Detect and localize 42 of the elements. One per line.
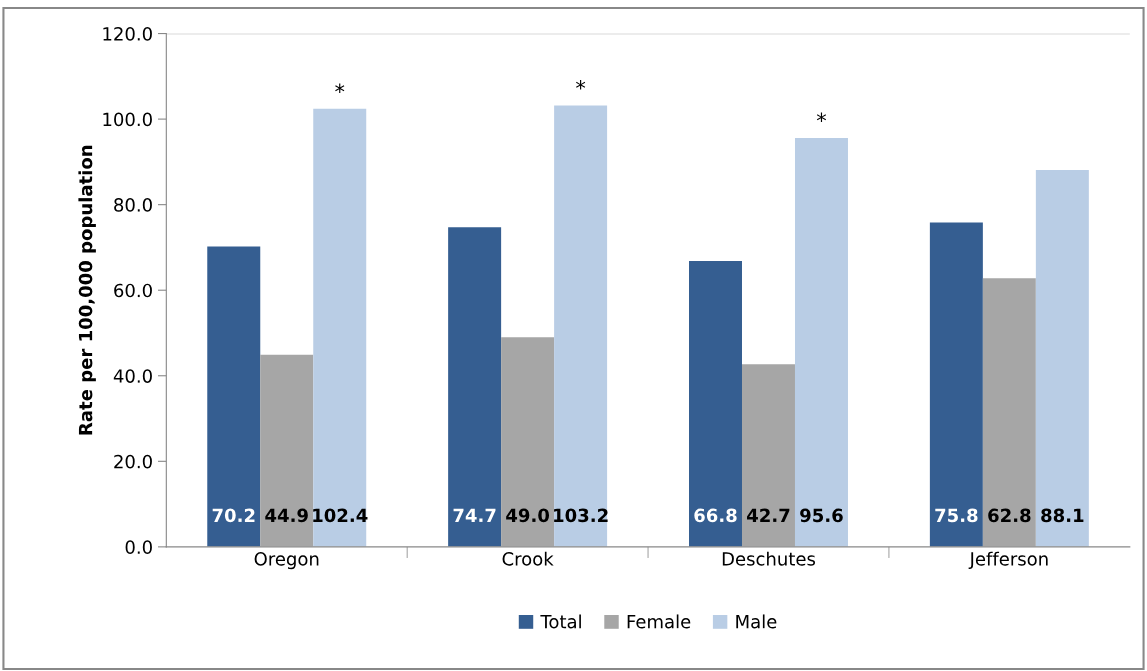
text: 66.8 xyxy=(694,508,737,523)
text: 75.8 xyxy=(935,508,978,523)
legend-label: Total xyxy=(540,614,581,629)
bar xyxy=(929,222,983,547)
y-tick-label: 80.0 xyxy=(114,198,152,212)
annotation: * xyxy=(816,112,827,123)
bar xyxy=(689,261,742,547)
y-tick-label: 100.0 xyxy=(103,112,152,127)
text: 62.8 xyxy=(988,508,1031,523)
text: 42.7 xyxy=(747,508,790,522)
x-tick-label: Deschutes xyxy=(722,551,816,566)
y-tick-label: 40.0 xyxy=(113,369,152,383)
text: 74.7 xyxy=(453,508,496,522)
text: 49.0 xyxy=(506,508,550,523)
bar xyxy=(448,227,502,547)
y-tick-label: 0.0 xyxy=(125,540,152,554)
legend-label: Male xyxy=(736,614,777,629)
bar xyxy=(501,337,555,547)
text: 70.2 xyxy=(212,508,255,523)
text: 102.4 xyxy=(313,508,368,523)
bar xyxy=(1035,170,1089,547)
bar xyxy=(741,364,795,547)
text: 44.9 xyxy=(265,508,308,523)
bar xyxy=(554,105,608,547)
y-axis-title: Rate per 100,000 population xyxy=(78,145,96,435)
text: 95.6 xyxy=(800,508,843,523)
bar xyxy=(207,246,261,547)
x-tick-label: Oregon xyxy=(254,552,319,570)
bar xyxy=(982,278,1036,547)
annotation: * xyxy=(576,80,586,90)
y-tick-label: 120.0 xyxy=(103,27,152,41)
y-tick-label: 20.0 xyxy=(114,454,152,469)
y-tick-label: 60.0 xyxy=(114,283,152,298)
annotation: * xyxy=(335,83,345,93)
bar xyxy=(260,354,314,547)
legend-label: Female xyxy=(627,614,691,629)
x-tick-label: Crook xyxy=(502,551,554,566)
text: 103.2 xyxy=(554,508,608,523)
bar xyxy=(313,108,367,547)
text: 88.1 xyxy=(1041,508,1084,523)
x-tick-label: Jefferson xyxy=(968,551,1048,570)
bar xyxy=(794,137,848,547)
